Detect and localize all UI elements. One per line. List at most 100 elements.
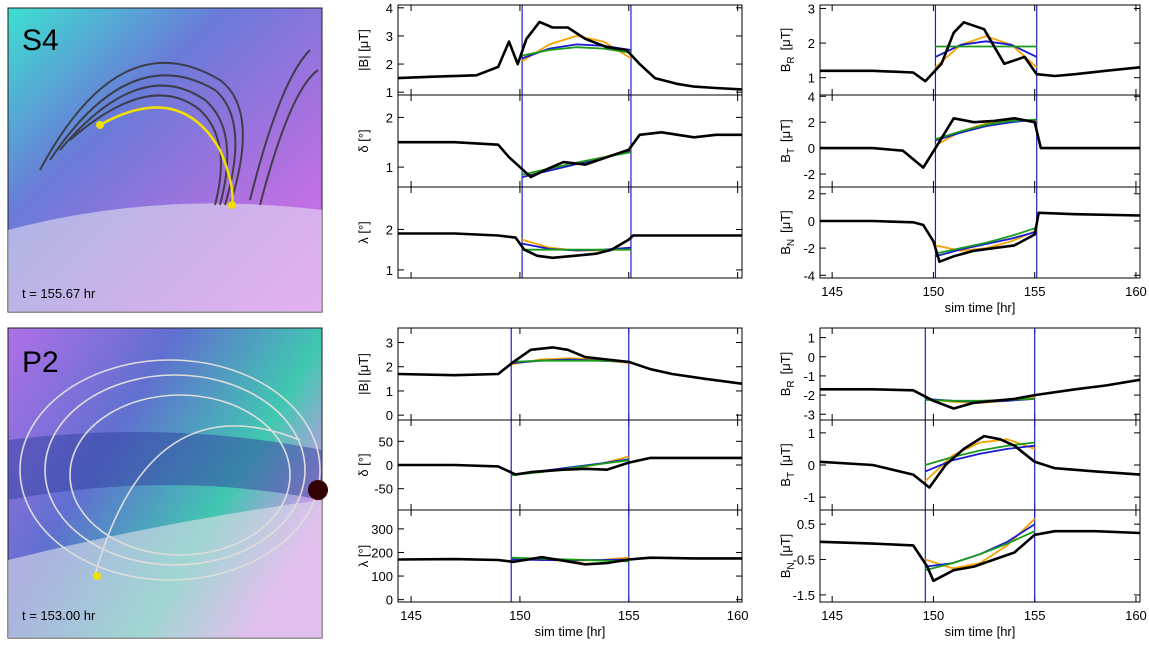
y-axis-title-sub: R bbox=[786, 56, 797, 63]
y-tick-label: 4 bbox=[808, 89, 815, 104]
panel: -50 0 50 δ [°] bbox=[356, 419, 743, 511]
x-tick-label: 155 bbox=[618, 608, 640, 623]
x-tick-label: 150 bbox=[923, 284, 945, 299]
panel: 1 0 -1 -2 -3 BR [μT] bbox=[778, 327, 1141, 422]
panel: 0 1 2 3 |B| [μT] bbox=[356, 327, 743, 423]
plot-frame bbox=[397, 4, 743, 96]
y-axis-title-sub: N bbox=[786, 239, 797, 246]
x-tick-label: 145 bbox=[821, 608, 843, 623]
series-line bbox=[934, 35, 1038, 68]
plot-frame bbox=[397, 509, 743, 603]
plot-frame bbox=[819, 509, 1141, 603]
panel: 1 2 3 4 |B| [μT] bbox=[356, 1, 743, 100]
y-tick-label: 300 bbox=[371, 522, 393, 537]
y-axis-title-unit: [μT] bbox=[778, 443, 793, 466]
panel: -2 0 2 4 BT [μT] bbox=[778, 89, 1141, 188]
y-tick-label: 0 bbox=[386, 458, 393, 473]
panel: 1 2 3 BR [μT] bbox=[778, 1, 1141, 96]
series-line bbox=[398, 232, 742, 260]
y-axis-title: |B| [μT] bbox=[356, 353, 371, 395]
y-tick-label: 1 bbox=[808, 331, 815, 346]
y-tick-label: 0 bbox=[808, 214, 815, 229]
series-line bbox=[820, 434, 1140, 489]
series-line bbox=[925, 518, 1036, 570]
y-axis-title-main: B bbox=[778, 246, 793, 255]
y-axis-title-main: δ [°] bbox=[356, 453, 371, 476]
plot-frame bbox=[819, 327, 1141, 421]
y-tick-label: 2 bbox=[386, 360, 393, 375]
y-tick-label: 2 bbox=[386, 110, 393, 125]
series-line bbox=[935, 40, 1038, 58]
y-axis-title: BR [μT] bbox=[778, 28, 797, 73]
y-tick-label: -1 bbox=[803, 369, 815, 384]
y-axis-title-main: δ [°] bbox=[356, 129, 371, 152]
x-tick-label: 160 bbox=[1125, 284, 1147, 299]
y-axis-title: BR [μT] bbox=[778, 352, 797, 397]
y-tick-label: -2 bbox=[803, 167, 815, 182]
x-axis-title: sim time [hr] bbox=[945, 624, 1016, 639]
y-tick-label: 3 bbox=[386, 29, 393, 44]
y-tick-label: 1 bbox=[808, 426, 815, 441]
y-axis-title: δ [°] bbox=[356, 453, 371, 476]
y-axis-title-sub: R bbox=[786, 380, 797, 387]
x-tick-label: 160 bbox=[727, 608, 749, 623]
y-axis-title-unit: [μT] bbox=[778, 352, 793, 375]
y-tick-label: -2 bbox=[803, 388, 815, 403]
y-tick-label: -50 bbox=[374, 482, 393, 497]
y-axis-title-main: B bbox=[778, 64, 793, 73]
y-axis-title-main: |B| [μT] bbox=[356, 29, 371, 71]
series-line bbox=[398, 131, 742, 179]
x-tick-label: 155 bbox=[1024, 608, 1046, 623]
y-tick-label: 1 bbox=[386, 384, 393, 399]
x-tick-label: 150 bbox=[923, 608, 945, 623]
y-tick-label: -1 bbox=[803, 490, 815, 505]
y-tick-label: 2 bbox=[808, 187, 815, 202]
x-tick-label: 160 bbox=[1125, 608, 1147, 623]
y-tick-label: 2 bbox=[808, 36, 815, 51]
y-tick-label: -0.5 bbox=[793, 553, 815, 568]
y-tick-label: 50 bbox=[379, 434, 393, 449]
x-tick-label: 145 bbox=[821, 284, 843, 299]
x-axis-title: sim time [hr] bbox=[945, 300, 1016, 315]
y-tick-label: 0 bbox=[808, 458, 815, 473]
y-axis-title-main: B bbox=[778, 478, 793, 487]
image-label: P2 bbox=[22, 346, 59, 379]
y-axis-title-main: B bbox=[778, 570, 793, 579]
y-axis-title-sub: N bbox=[786, 562, 797, 569]
x-tick-label: 155 bbox=[1024, 284, 1046, 299]
series-line bbox=[820, 211, 1140, 263]
y-axis-title-unit: [μT] bbox=[778, 210, 793, 233]
series-line bbox=[925, 441, 1035, 466]
y-axis-title-main: |B| [μT] bbox=[356, 353, 371, 395]
y-tick-label: -1.5 bbox=[793, 588, 815, 603]
plot-frame bbox=[819, 4, 1141, 96]
y-tick-label: 2 bbox=[808, 115, 815, 130]
y-tick-label: 0 bbox=[808, 350, 815, 365]
y-tick-label: -2 bbox=[803, 241, 815, 256]
y-tick-label: 0.5 bbox=[797, 517, 815, 532]
panel: 0 100 200 300 145 150 155 160 sim time [hr] λ [°] bbox=[356, 509, 749, 639]
y-axis-title: BT [μT] bbox=[778, 443, 797, 486]
y-axis-title: BN [μT] bbox=[778, 210, 797, 255]
y-axis-title-unit: [μT] bbox=[778, 119, 793, 142]
y-tick-label: 1 bbox=[386, 263, 393, 278]
y-axis-title-main: B bbox=[778, 154, 793, 163]
image-time: t = 153.00 hr bbox=[22, 608, 96, 623]
y-tick-label: 200 bbox=[371, 545, 393, 560]
series-line bbox=[398, 456, 742, 476]
image-time: t = 155.67 hr bbox=[22, 286, 96, 301]
y-tick-label: 100 bbox=[371, 569, 393, 584]
y-tick-label: 1 bbox=[386, 85, 393, 100]
plot-frame bbox=[819, 186, 1141, 279]
series-line bbox=[398, 346, 742, 385]
y-axis-title-main: λ [°] bbox=[356, 221, 371, 244]
plot-frame bbox=[397, 186, 743, 279]
series-line bbox=[820, 529, 1140, 583]
series-line bbox=[820, 117, 1140, 169]
x-axis-title: sim time [hr] bbox=[535, 624, 606, 639]
image-s4: S4 t = 155.67 hr bbox=[7, 7, 323, 313]
y-axis-title-main: B bbox=[778, 388, 793, 397]
y-tick-label: 4 bbox=[386, 1, 393, 16]
y-tick-label: 0 bbox=[386, 408, 393, 423]
